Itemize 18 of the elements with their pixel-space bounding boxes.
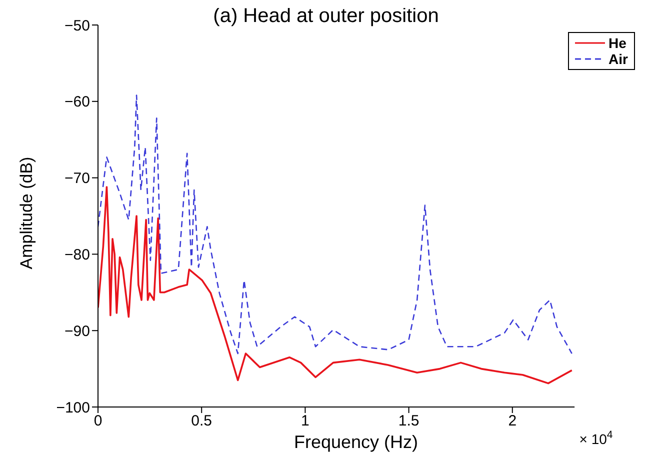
y-tick-label: −50 [64, 17, 90, 34]
x-tick-label: 2 [508, 412, 517, 430]
legend-label: He [608, 35, 626, 51]
y-tick-label: −70 [64, 170, 90, 188]
y-tick-label: −80 [64, 246, 90, 264]
x-tick-label: 0.5 [191, 412, 212, 430]
y-axis-title: Amplitude (dB) [17, 156, 36, 270]
text: × 10$^{4}$ [579, 429, 613, 447]
line-series [98, 186, 573, 384]
line-series [98, 94, 573, 354]
y-tick-label: −90 [64, 322, 90, 340]
x-tick-label: 1 [301, 412, 310, 430]
legend-label: Air [608, 51, 628, 67]
y-tick-label: −60 [64, 94, 90, 111]
y-tick-label: −100 [56, 399, 90, 416]
x-tick-label: 0 [94, 412, 102, 430]
x-axis-title: Frequency (Hz) [294, 432, 418, 452]
x-tick-label: 1.5 [398, 412, 420, 430]
